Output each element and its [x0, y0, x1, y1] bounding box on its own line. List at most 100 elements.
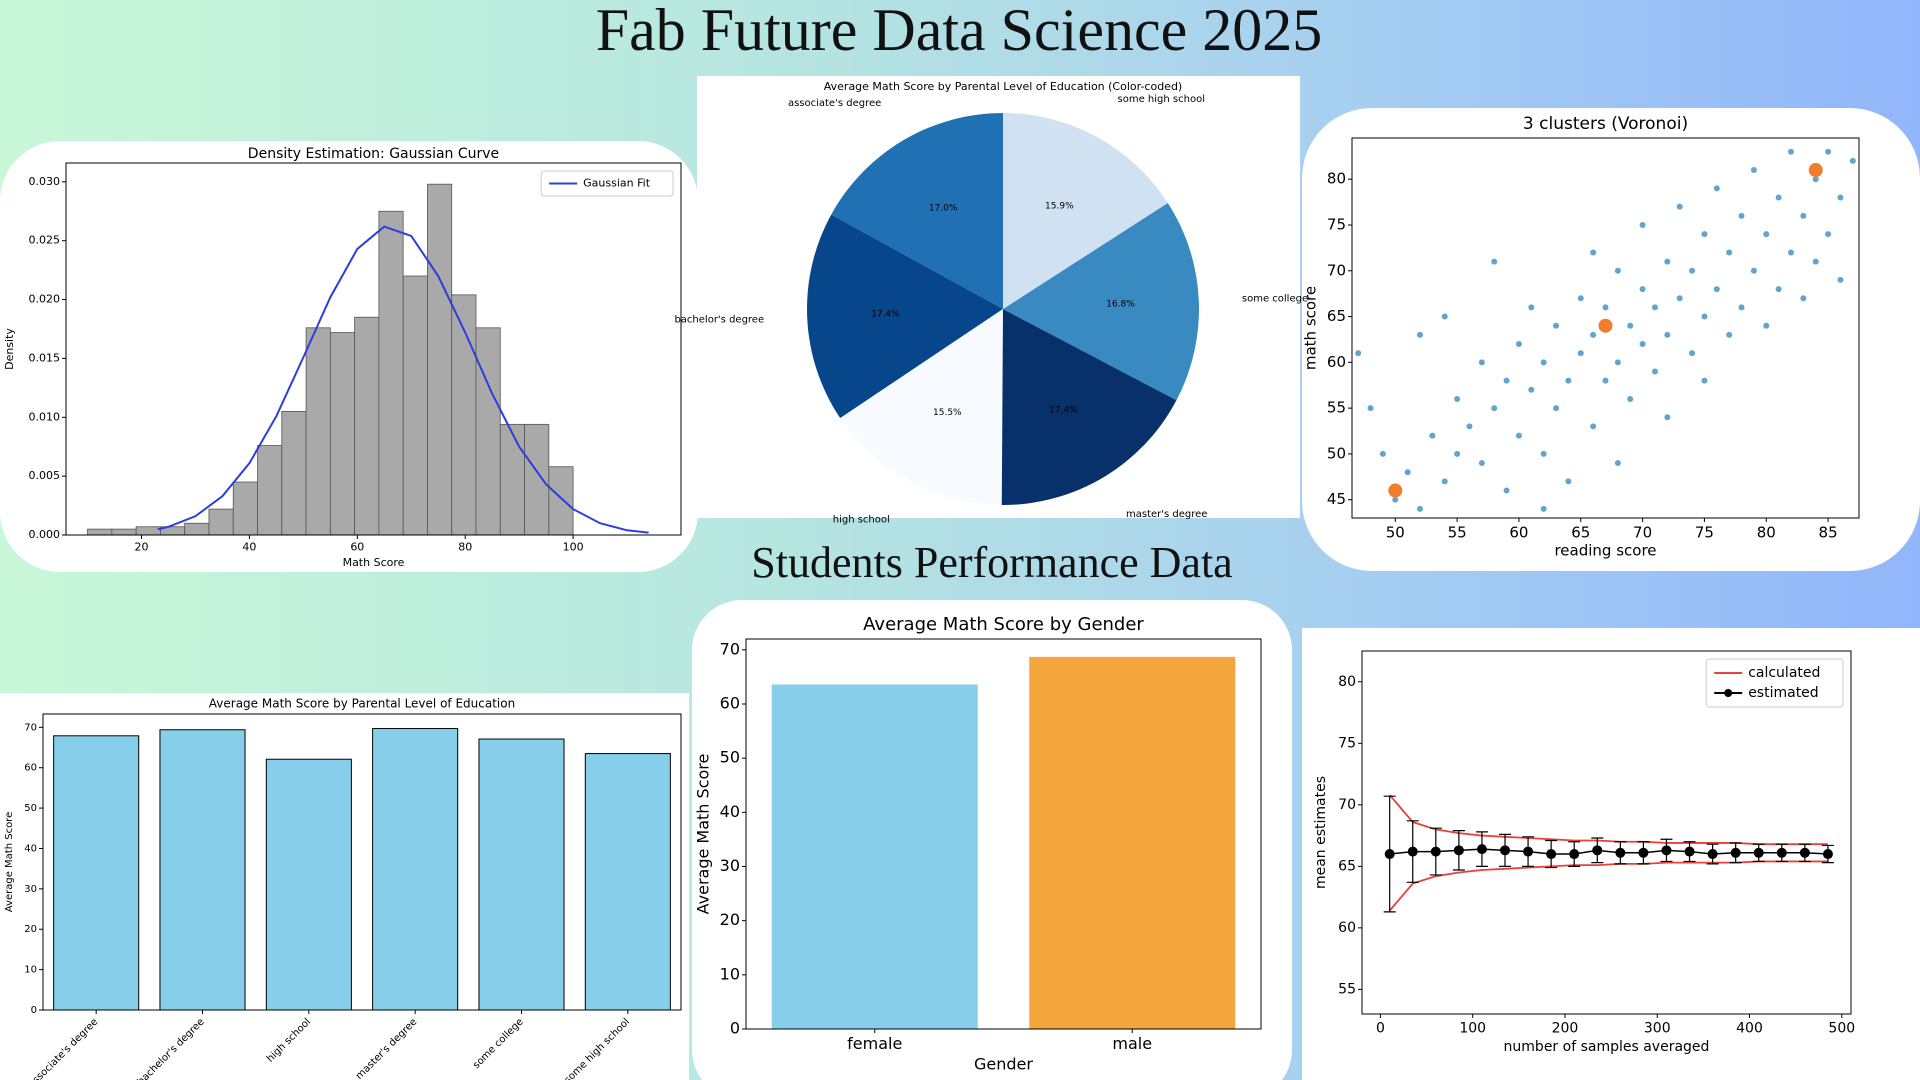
scatter-point	[1825, 148, 1832, 155]
x-tick-label: 100	[563, 541, 584, 554]
y-tick-label: 0.000	[29, 528, 61, 541]
estimate-point	[1592, 845, 1603, 856]
bar	[372, 728, 459, 1011]
bar	[265, 758, 352, 1011]
x-tick-label: 500	[1828, 1020, 1855, 1036]
histogram-bar	[427, 183, 453, 536]
scatter-point	[1355, 350, 1362, 357]
y-axis-label: Average Math Score	[694, 754, 713, 915]
y-tick-label: 50	[1327, 444, 1346, 462]
y-tick-label: 20	[24, 924, 37, 935]
scatter-point	[1454, 450, 1461, 457]
scatter-point	[1763, 231, 1770, 238]
scatter-point	[1787, 249, 1794, 256]
slice-label: associate's degree	[788, 98, 881, 109]
scatter-point	[1676, 295, 1683, 302]
scatter-point	[1726, 249, 1733, 256]
scatter-point	[1701, 377, 1708, 384]
scatter-point	[1602, 377, 1609, 384]
estimate-point	[1615, 847, 1626, 858]
y-tick-label: 60	[1327, 353, 1346, 371]
scatter-point	[1565, 377, 1572, 384]
x-tick-label: 200	[1552, 1020, 1579, 1036]
x-tick-label: 400	[1736, 1020, 1763, 1036]
scatter-point	[1825, 231, 1832, 238]
slice-value-label: 17.4%	[871, 310, 900, 320]
scatter-point	[1404, 469, 1411, 476]
y-tick-label: 80	[1327, 170, 1346, 188]
cluster-center	[1388, 483, 1403, 498]
chart-title: Average Math Score by Parental Level of …	[209, 697, 515, 711]
histogram-bar	[257, 445, 283, 536]
scatter-point	[1367, 405, 1374, 412]
y-tick-label: 50	[720, 748, 740, 767]
scatter-point	[1763, 322, 1770, 329]
page-title: Fab Future Data Science 2025	[596, 0, 1322, 63]
scatter-point	[1553, 405, 1560, 412]
scatter-point	[1713, 286, 1720, 293]
legend-box	[540, 170, 674, 197]
slice-label: master's degree	[1126, 509, 1207, 520]
x-tick-label: 70	[1633, 524, 1652, 542]
slice-value-label: 15.5%	[933, 408, 962, 418]
scatter-point	[1750, 167, 1757, 174]
bar	[1029, 656, 1236, 1029]
scatter-point	[1491, 258, 1498, 265]
x-tick-label: 300	[1644, 1020, 1671, 1036]
scatter-point	[1713, 185, 1720, 192]
x-tick-label: male	[1112, 1034, 1152, 1053]
y-tick-label: 0.030	[29, 175, 61, 188]
x-axis-label: Gender	[974, 1055, 1033, 1074]
scatter-point	[1528, 386, 1535, 393]
scatter-point	[1379, 450, 1386, 457]
estimate-point	[1569, 849, 1580, 860]
scatter-point	[1750, 267, 1757, 274]
y-axis-label: Density	[3, 328, 16, 370]
scatter-point	[1738, 212, 1745, 219]
scatter-point	[1775, 286, 1782, 293]
estimate-point	[1638, 847, 1649, 858]
y-tick-label: 30	[720, 856, 740, 875]
histogram-bar	[548, 466, 574, 536]
page-subtitle: Students Performance Data	[751, 538, 1232, 587]
histogram-bar	[111, 528, 137, 536]
estimate-point	[1822, 849, 1833, 860]
y-tick-label: 75	[1338, 735, 1356, 751]
axes-frame	[1351, 137, 1860, 519]
scatter-point	[1651, 304, 1658, 311]
y-axis-label: mean estimates	[1313, 776, 1329, 889]
scatter-point	[1664, 331, 1671, 338]
x-tick-label: 80	[458, 541, 472, 554]
scatter-point	[1614, 460, 1621, 467]
y-tick-label: 60	[720, 694, 740, 713]
y-tick-label: 50	[24, 803, 37, 814]
scatter-point	[1528, 304, 1535, 311]
axes-frame	[65, 162, 682, 536]
x-tick-label: 55	[1448, 524, 1467, 542]
scatter-point	[1812, 176, 1819, 183]
scatter-point	[1503, 377, 1510, 384]
y-tick-label: 20	[720, 910, 740, 929]
scatter-point	[1478, 359, 1485, 366]
y-tick-label: 0.020	[29, 293, 61, 306]
legend-marker	[1724, 689, 1733, 697]
x-tick-label: 65	[1571, 524, 1590, 542]
y-tick-label: 10	[720, 964, 740, 983]
estimate-point	[1500, 845, 1511, 856]
cluster-center	[1598, 318, 1613, 333]
scatter-point	[1639, 341, 1646, 348]
axes-frame	[42, 713, 682, 1011]
slice-label: high school	[833, 515, 890, 526]
scatter-point	[1417, 331, 1424, 338]
x-tick-label: 40	[242, 541, 256, 554]
y-tick-label: 0	[730, 1019, 740, 1038]
slice-value-label: 16.8%	[1106, 299, 1135, 309]
histogram-bar	[499, 423, 525, 536]
scatter-point	[1849, 157, 1856, 164]
y-tick-label: 40	[24, 843, 37, 854]
x-tick-label: 20	[135, 541, 149, 554]
estimate-point	[1753, 847, 1764, 858]
scatter-point	[1837, 276, 1844, 283]
scatter-point	[1614, 267, 1621, 274]
